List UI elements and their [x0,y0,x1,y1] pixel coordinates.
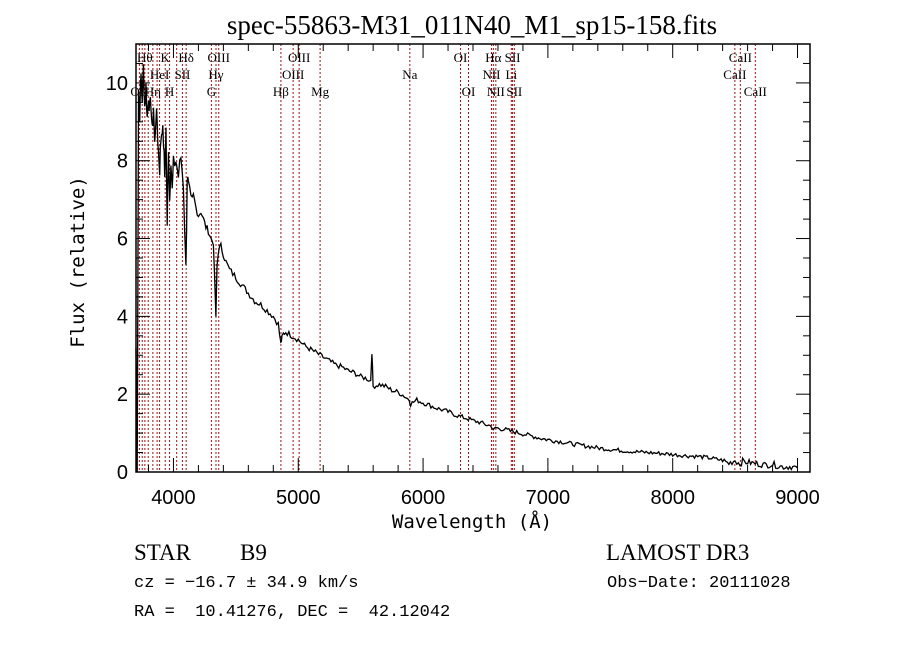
line-marker-label: CaII [729,50,752,65]
line-marker-label: Na [402,67,417,82]
y-tick-label: 8 [117,151,128,173]
line-marker-label: Hθ [137,50,153,65]
y-axis-label: Flux (relative) [67,176,89,348]
x-tick-label: 4000 [151,487,196,509]
y-axis: 0 2 4 6 8 10 [106,43,810,484]
line-marker-label: OIII [208,50,230,65]
line-marker-label: SII [505,50,521,65]
x-axis: 4000 5000 6000 7000 8000 9000 [147,44,820,509]
object-class: STAR [134,540,191,565]
x-tick-label: 6000 [401,487,446,509]
line-marker-label: K [161,50,171,65]
subclass: B9 [240,540,267,565]
line-marker-label: SII [506,84,522,99]
line-marker-label: Hδ [178,50,194,65]
y-tick-label: 6 [117,229,128,251]
x-tick-label: 7000 [526,487,571,509]
line-marker-label: CaII [723,67,746,82]
line-marker-label: OI [454,50,468,65]
line-marker-label: OI [462,84,476,99]
y-tick-label: 4 [117,306,128,328]
line-marker-label: Hη [145,84,161,99]
line-marker-label: Hγ [208,67,223,82]
x-tick-label: 8000 [650,487,695,509]
plot-frame [135,43,811,473]
coordinates-text: RA = 10.41276, DEC = 42.12042 [134,603,451,622]
x-tick-label: 9000 [775,487,820,509]
line-marker-label: NII [487,84,505,99]
survey-label: LAMOST DR3 [606,540,750,565]
x-tick-label: 5000 [276,487,321,509]
line-marker-label: Li [506,67,518,82]
line-marker-label: Hβ [273,84,289,99]
line-marker-label: NII [482,67,500,82]
line-marker-label: HeI [150,67,170,82]
redshift-text: cz = −16.7 ± 34.9 km/s [134,574,359,593]
line-marker-label: Mg [311,84,330,99]
x-axis-label: Wavelength (Å) [392,510,552,533]
y-tick-label: 10 [106,73,128,95]
line-marker-labels: OIIHθHηHeIKHSIIHδGHγOIIIHβOIIIOIIIMgNaOI… [130,50,767,99]
line-marker-label: OIII [288,50,310,65]
spectrum-line [135,64,798,472]
line-marker-label: CaII [744,84,767,99]
y-tick-label: 2 [117,384,128,406]
line-marker-label: SII [174,67,190,82]
line-markers [138,44,756,472]
line-marker-label: Hα [485,50,501,65]
obs-date-text: Obs−Date: 20111028 [607,574,791,593]
chart-title: spec-55863-M31_011N40_M1_sp15-158.fits [227,10,717,40]
line-marker-label: OIII [282,67,304,82]
line-marker-label: G [207,84,216,99]
line-marker-label: H [165,84,174,99]
y-tick-label: 0 [117,462,128,484]
